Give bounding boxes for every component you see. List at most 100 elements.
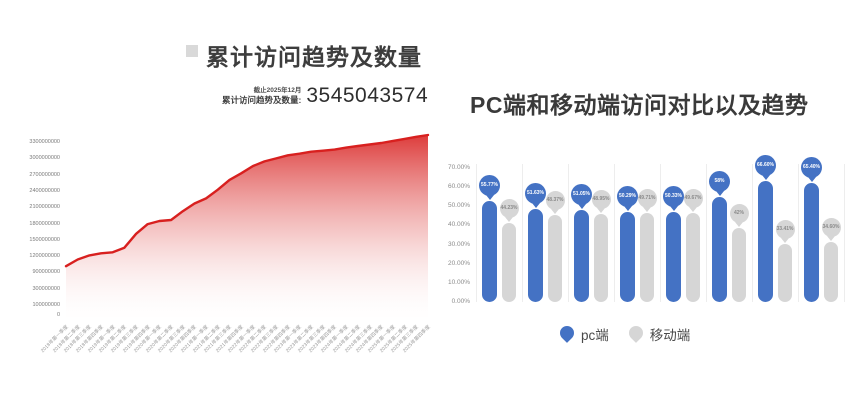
value-label: 33.41%	[776, 226, 794, 232]
pc-bar	[574, 210, 589, 302]
mobile-value-balloon: 34.60%	[821, 217, 841, 241]
gridline	[798, 164, 799, 302]
legend-pin-icon	[625, 322, 646, 343]
mobile-bar	[548, 215, 562, 302]
stat-asof-note: 截止2025年12月	[253, 87, 302, 95]
value-label: 48.95%	[592, 196, 610, 203]
pc-value-balloon: 51.05%	[571, 184, 592, 210]
y-axis-tick: 2100000000	[29, 204, 60, 211]
balloon-tail	[623, 205, 632, 211]
area-chart-x-axis: 2018年第一季度 2018年第二季度 2018年第三季度 2018年第四季度 2019…	[40, 322, 432, 384]
value-label: 50.33%	[665, 192, 682, 199]
y-axis-tick: 100000000	[32, 302, 60, 308]
pc-bar	[712, 197, 727, 302]
y-axis-tick: 0.00%	[451, 297, 470, 305]
gridline	[568, 164, 569, 302]
title-bullet-icon	[186, 45, 198, 57]
balloon-tail	[505, 217, 513, 223]
lollipop-plot: 55.77% 51.63% 51.05% 50.29% 50.33% 58% 66.60% 6…	[476, 154, 845, 308]
legend-item-pc[interactable]: pc端	[557, 322, 609, 344]
balloon-tail	[551, 209, 559, 215]
pc-value-balloon: 55.77%	[479, 175, 500, 201]
gridline	[844, 164, 845, 302]
balloon-tail	[643, 206, 651, 212]
balloon-tail	[781, 238, 789, 243]
balloon-tail	[669, 205, 678, 211]
balloon-tail	[807, 176, 816, 182]
y-axis-tick: 900000000	[32, 269, 60, 276]
value-label: 42%	[733, 209, 744, 216]
mobile-bar	[778, 244, 792, 302]
legend-item-mobile[interactable]: 移动端	[625, 322, 691, 344]
y-axis-tick: 40.00%	[447, 221, 470, 229]
legend-label: 移动端	[649, 328, 691, 343]
mobile-value-balloon: 42%	[729, 203, 749, 227]
y-axis-tick: 60.00%	[447, 183, 470, 191]
y-axis-tick: 0	[56, 312, 60, 318]
pc-value-balloon: 50.29%	[617, 185, 638, 211]
mobile-value-balloon: 44.23%	[499, 199, 519, 223]
mobile-bar	[594, 214, 608, 302]
pc-bar	[620, 211, 635, 302]
mobile-bar	[824, 241, 838, 302]
value-label: 49.71%	[638, 194, 656, 201]
pc-value-balloon: 58%	[709, 171, 730, 196]
area-line	[64, 133, 430, 268]
gridline	[614, 164, 615, 302]
legend-pin-icon	[557, 322, 577, 343]
y-axis-tick: 2400000000	[29, 187, 60, 194]
lollipop-y-axis: 70.00% 60.00% 50.00% 40.00% 30.00% 20.00% 10.0…	[440, 158, 470, 308]
stat-labels: 截止2025年12月 累计访问趋势及数量:	[222, 87, 301, 106]
balloon-tail	[827, 235, 835, 241]
pc-bar	[804, 182, 819, 302]
pc-bar	[482, 201, 497, 302]
y-axis-tick: 3300000000	[29, 139, 60, 145]
legend-label: pc端	[581, 328, 609, 343]
y-axis-tick: 3000000000	[29, 155, 60, 162]
value-label: 51.63%	[527, 190, 544, 197]
mobile-bar	[732, 227, 746, 302]
balloon-tail	[715, 191, 724, 196]
balloon-tail	[577, 204, 586, 210]
y-axis-tick: 50.00%	[447, 202, 470, 210]
value-label: 34.60%	[822, 223, 840, 230]
value-label: 55.77%	[481, 182, 498, 189]
pc-value-balloon: 66.60%	[755, 154, 776, 180]
value-label: 66.60%	[757, 161, 774, 168]
y-axis-tick: 70.00%	[447, 164, 470, 171]
value-label: 49.67%	[684, 194, 702, 201]
value-label: 48.37%	[546, 197, 564, 204]
gridline	[752, 164, 753, 302]
pc-value-balloon: 51.63%	[525, 183, 546, 209]
area-chart-canvas	[64, 133, 430, 317]
area-fill	[66, 135, 428, 317]
left-title-row: 累计访问趋势及数量	[186, 38, 422, 72]
chart-legend: pc端 移动端	[557, 322, 691, 344]
balloon-tail	[485, 195, 494, 201]
y-axis-tick: 1500000000	[29, 236, 60, 243]
balloon-tail	[689, 206, 697, 212]
gridline	[660, 164, 661, 302]
stat-label: 累计访问趋势及数量:	[222, 95, 302, 106]
y-axis-tick: 20.00%	[447, 259, 470, 267]
gridline	[522, 164, 523, 302]
pc-mobile-chart: 70.00% 60.00% 50.00% 40.00% 30.00% 20.00% 10.0…	[440, 154, 845, 308]
balloon-tail	[597, 208, 605, 214]
mobile-value-balloon: 49.71%	[637, 188, 657, 212]
y-axis-tick: 1800000000	[29, 220, 60, 227]
mobile-value-balloon: 33.41%	[775, 220, 795, 243]
cumulative-stat: 截止2025年12月 累计访问趋势及数量: 3545043574	[222, 85, 428, 106]
gridline	[476, 164, 477, 302]
y-axis-tick: 10.00%	[447, 278, 470, 286]
balloon-tail	[761, 174, 770, 180]
balloon-tail	[531, 203, 540, 209]
pc-bar	[528, 209, 543, 302]
mobile-bar	[686, 212, 700, 302]
mobile-value-balloon: 48.95%	[591, 190, 611, 214]
mobile-value-balloon: 49.67%	[683, 188, 703, 212]
y-axis-tick: 2700000000	[29, 171, 60, 178]
value-label: 58%	[714, 178, 725, 184]
value-label: 65.40%	[803, 163, 820, 170]
left-chart-title: 累计访问趋势及数量	[206, 44, 422, 70]
